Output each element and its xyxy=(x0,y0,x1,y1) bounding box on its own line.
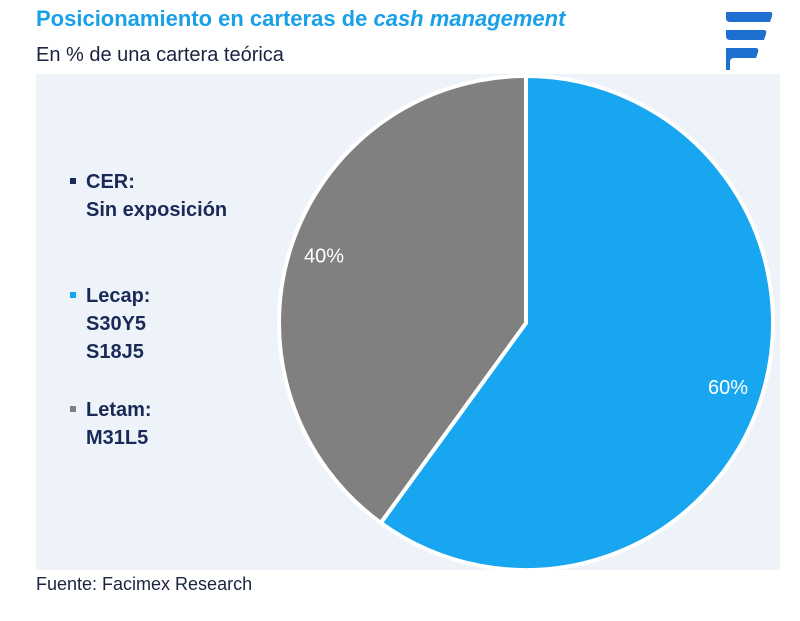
legend-detail-letam: M31L5 xyxy=(86,427,149,449)
legend-item-cer: CER: Sin exposición xyxy=(70,168,227,224)
pie-label-letam: 40% xyxy=(304,246,344,268)
source-note: Fuente: Facimex Research xyxy=(36,574,253,594)
legend-item-lecap: Lecap: S30Y5 S18J5 xyxy=(70,282,150,366)
legend-detail-cer: Sin exposición xyxy=(86,199,228,221)
legend-label-lecap: Lecap: xyxy=(86,285,151,307)
pie-label-lecap: 60% xyxy=(708,377,748,399)
chart-title-emphasis: cash management xyxy=(373,6,566,31)
legend-detail-lecap-2: S18J5 xyxy=(86,341,144,363)
legend-bullet-letam xyxy=(70,406,76,412)
pie-slice-lecap xyxy=(378,74,775,572)
facimex-logo-icon xyxy=(726,12,773,70)
legend-item-letam: Letam: M31L5 xyxy=(70,396,152,452)
chart-subtitle: En % de una cartera teórica xyxy=(36,44,284,66)
chart-title: Posicionamiento en carteras de cash mana… xyxy=(36,6,565,32)
legend-bullet-cer xyxy=(70,178,76,184)
chart-title-prefix: Posicionamiento en carteras de xyxy=(36,6,374,31)
pie-slice-letam xyxy=(277,74,528,525)
legend-bullet-lecap xyxy=(70,292,76,298)
legend-label-cer: CER: xyxy=(86,171,135,193)
legend-detail-lecap-1: S30Y5 xyxy=(86,313,147,335)
legend-label-letam: Letam: xyxy=(86,399,152,421)
